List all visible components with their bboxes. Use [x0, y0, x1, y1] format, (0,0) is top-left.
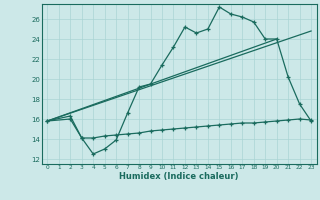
X-axis label: Humidex (Indice chaleur): Humidex (Indice chaleur) — [119, 172, 239, 181]
